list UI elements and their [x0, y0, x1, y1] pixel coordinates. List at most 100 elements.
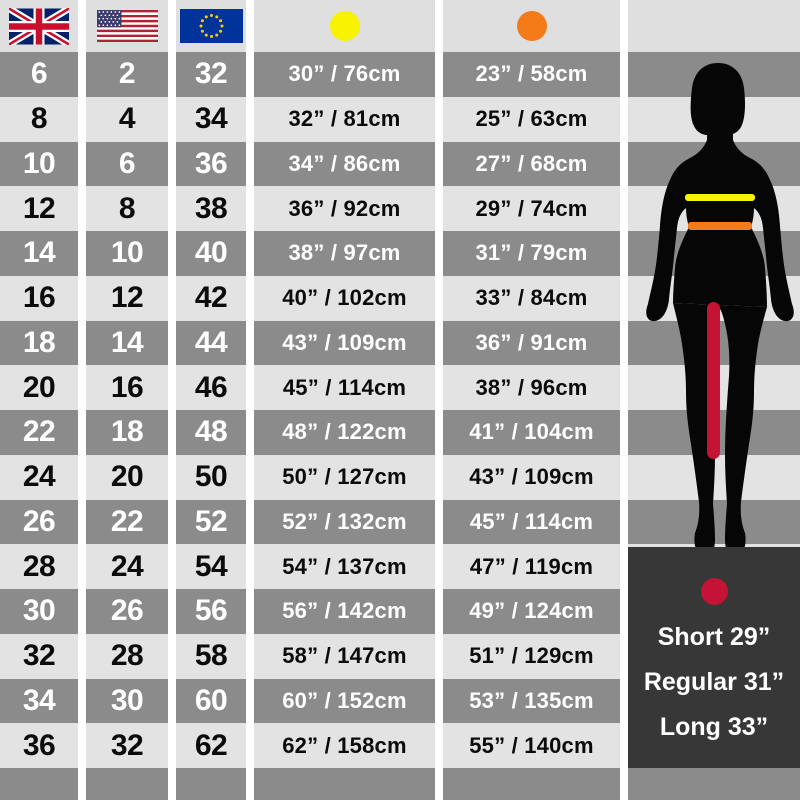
uk-size-cell: 10 [0, 141, 78, 187]
waist-size-cell: 43” / 109cm [254, 320, 435, 366]
waist-size-cell: 30” / 76cm [254, 52, 435, 97]
us-size-cell: 30 [86, 678, 168, 724]
hip-column-header [443, 0, 620, 52]
us-size-cell: 22 [86, 499, 168, 545]
eu-size-cell: 36 [176, 141, 246, 187]
figure-backdrop-cell [628, 320, 800, 366]
figure-backdrop-cell [628, 231, 800, 276]
uk-size-cell: 16 [0, 275, 78, 321]
hip-size-cell: 25” / 63cm [443, 96, 620, 142]
hip-size-cell: 23” / 58cm [443, 52, 620, 97]
inseam-long-label: Long 33” [659, 713, 769, 741]
hip-size-cell: 55” / 140cm [443, 723, 620, 768]
uk-size-cell: 24 [0, 454, 78, 500]
filler-cell [86, 768, 168, 800]
waist-size-cell: 62” / 158cm [254, 723, 435, 768]
hip-size-cell: 36” / 91cm [443, 320, 620, 366]
eu-size-cell: 46 [176, 365, 246, 410]
figure-backdrop-cell [628, 454, 800, 500]
uk-size-cell: 28 [0, 544, 78, 589]
waist-size-cell: 34” / 86cm [254, 141, 435, 187]
filler-cell [628, 768, 800, 800]
hip-size-cell: 31” / 79cm [443, 231, 620, 276]
hip-size-cell: 47” / 119cm [443, 544, 620, 589]
figure-backdrop-cell [628, 141, 800, 187]
eu-size-cell: 54 [176, 544, 246, 589]
eu-size-cell: 58 [176, 633, 246, 679]
us-size-cell: 4 [86, 96, 168, 142]
filler-cell [0, 768, 78, 800]
waist-size-cell: 36” / 92cm [254, 186, 435, 231]
hip-size-cell: 53” / 135cm [443, 678, 620, 724]
uk-size-cell: 8 [0, 96, 78, 142]
uk-column-header [0, 0, 78, 52]
uk-flag-icon [9, 7, 69, 45]
hip-size-cell: 45” / 114cm [443, 499, 620, 545]
us-size-cell: 8 [86, 186, 168, 231]
eu-size-cell: 50 [176, 454, 246, 500]
us-size-cell: 28 [86, 633, 168, 679]
uk-size-cell: 36 [0, 723, 78, 768]
hip-size-cell: 33” / 84cm [443, 275, 620, 321]
us-size-cell: 14 [86, 320, 168, 366]
uk-size-cell: 6 [0, 52, 78, 97]
waist-size-cell: 32” / 81cm [254, 96, 435, 142]
figure-backdrop-cell [628, 410, 800, 455]
eu-size-cell: 32 [176, 52, 246, 97]
us-size-cell: 2 [86, 52, 168, 97]
eu-size-cell: 52 [176, 499, 246, 545]
us-size-cell: 16 [86, 365, 168, 410]
waist-size-cell: 54” / 137cm [254, 544, 435, 589]
us-size-cell: 10 [86, 231, 168, 276]
waist-size-cell: 45” / 114cm [254, 365, 435, 410]
inseam-marker-dot [700, 578, 728, 605]
uk-size-cell: 14 [0, 231, 78, 276]
us-size-cell: 20 [86, 454, 168, 500]
eu-size-cell: 56 [176, 589, 246, 634]
eu-size-cell: 48 [176, 410, 246, 455]
hip-size-cell: 38” / 96cm [443, 365, 620, 410]
figure-backdrop-cell [628, 365, 800, 410]
waist-size-cell: 50” / 127cm [254, 454, 435, 500]
waist-size-cell: 60” / 152cm [254, 678, 435, 724]
figure-backdrop-cell [628, 52, 800, 97]
figure-header-cell [628, 0, 800, 52]
waist-size-cell: 38” / 97cm [254, 231, 435, 276]
inseam-regular-label: Regular 31” [643, 668, 785, 696]
eu-size-cell: 44 [176, 320, 246, 366]
hip-size-cell: 41” / 104cm [443, 410, 620, 455]
inseam-short-label: Short 29” [657, 623, 771, 651]
waist-size-cell: 58” / 147cm [254, 633, 435, 679]
uk-size-cell: 30 [0, 589, 78, 634]
eu-column-header [176, 0, 246, 52]
hip-marker-dot [516, 11, 547, 41]
figure-backdrop-cell [628, 499, 800, 545]
uk-size-cell: 26 [0, 499, 78, 545]
us-flag-icon [96, 10, 158, 42]
us-size-cell: 12 [86, 275, 168, 321]
filler-cell [443, 768, 620, 800]
eu-size-cell: 40 [176, 231, 246, 276]
uk-size-cell: 22 [0, 410, 78, 455]
us-column-header [86, 0, 168, 52]
figure-backdrop-cell [628, 275, 800, 321]
inseam-legend: Short 29” Regular 31” Long 33” [628, 547, 800, 768]
eu-size-cell: 42 [176, 275, 246, 321]
filler-cell [254, 768, 435, 800]
us-size-cell: 26 [86, 589, 168, 634]
eu-size-cell: 38 [176, 186, 246, 231]
figure-backdrop-cell [628, 96, 800, 142]
uk-size-cell: 32 [0, 633, 78, 679]
us-size-cell: 32 [86, 723, 168, 768]
filler-cell [176, 768, 246, 800]
uk-size-cell: 20 [0, 365, 78, 410]
eu-flag-icon [179, 9, 243, 43]
hip-size-cell: 27” / 68cm [443, 141, 620, 187]
uk-size-cell: 34 [0, 678, 78, 724]
waist-size-cell: 40” / 102cm [254, 275, 435, 321]
uk-size-cell: 18 [0, 320, 78, 366]
us-size-cell: 6 [86, 141, 168, 187]
hip-size-cell: 43” / 109cm [443, 454, 620, 500]
hip-size-cell: 51” / 129cm [443, 633, 620, 679]
